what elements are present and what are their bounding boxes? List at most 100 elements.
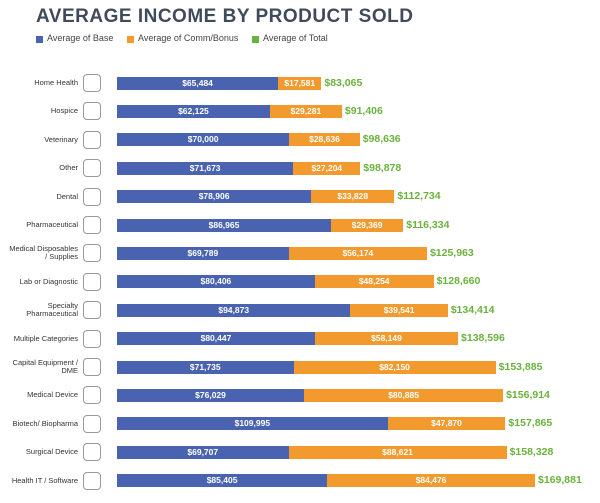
bar-segment [330, 218, 404, 232]
category-label: Specialty Pharmaceutical [26, 301, 78, 319]
legend-label: Average of Total [263, 33, 328, 43]
total-label: $138,596 [461, 332, 505, 345]
value-label: $58,149 [371, 333, 402, 344]
legend-swatch [36, 36, 43, 43]
total-label: $116,334 [406, 218, 450, 231]
category-label: Other [59, 163, 78, 173]
value-label: $82,150 [379, 361, 410, 372]
value-label: $17,581 [284, 77, 316, 88]
category-icon [83, 471, 101, 490]
bar-segment [117, 303, 351, 317]
total-label: $158,328 [509, 445, 554, 458]
legend-swatch [127, 36, 134, 43]
bar-segment [117, 76, 279, 90]
bar-segment [387, 417, 506, 431]
total-label: $112,734 [397, 190, 441, 203]
value-label: $85,405 [206, 475, 238, 486]
value-label: $47,870 [431, 418, 462, 429]
category-icon [83, 329, 101, 348]
value-label: $71,673 [189, 162, 221, 173]
category-label: Hospice [50, 106, 78, 116]
bar-segment [117, 474, 328, 488]
category-label: Capital Equipment / DME [12, 358, 78, 375]
value-label: $76,029 [195, 389, 226, 400]
bar-segment [288, 445, 507, 459]
bar-segment [117, 218, 331, 232]
value-label: $69,789 [187, 247, 219, 258]
value-label: $48,254 [358, 276, 390, 287]
value-label: $27,204 [311, 162, 343, 173]
bar-segment [293, 161, 361, 175]
category-icon [83, 130, 101, 149]
bar-segment [278, 76, 322, 90]
value-label: $84,476 [415, 475, 447, 486]
total-label: $91,406 [344, 104, 383, 117]
total-label: $125,963 [429, 246, 474, 259]
total-label: $169,881 [538, 474, 582, 487]
bar-segment [117, 190, 312, 204]
bar-segment [117, 388, 305, 402]
bar-segment [293, 360, 496, 374]
legend-label: Average of Base [47, 33, 114, 43]
bar-segment [304, 388, 504, 402]
legend-label: Average of Comm/Bonus [138, 33, 239, 43]
bar-segment [117, 360, 294, 374]
category-label: Veterinary [44, 134, 78, 144]
total-label: $98,878 [363, 161, 402, 174]
category-label: Medical Disposables / Supplies [9, 244, 78, 262]
value-label: $70,000 [187, 134, 219, 145]
chart-title: AVERAGE INCOME BY PRODUCT SOLD [36, 6, 414, 27]
category-label: Lab or Diagnostic [19, 276, 78, 286]
total-label: $98,636 [362, 133, 401, 146]
bar-segment [311, 190, 395, 204]
bar-segment [117, 133, 290, 147]
category-label: Home Health [34, 78, 78, 87]
bar-segment [117, 445, 289, 459]
bar-segment [117, 275, 315, 289]
value-label: $109,995 [234, 418, 271, 429]
value-label: $80,447 [200, 333, 232, 344]
value-label: $62,125 [178, 105, 209, 116]
bar-segment [117, 332, 315, 346]
bar-segment [288, 246, 427, 260]
value-label: $86,965 [208, 219, 240, 230]
value-label: $71,735 [189, 361, 221, 372]
category-icon [83, 74, 101, 92]
category-icon [83, 301, 101, 320]
category-label: Medical Device [27, 390, 78, 400]
category-icon [83, 102, 101, 121]
bar-segment [314, 332, 459, 346]
total-label: $128,660 [436, 275, 481, 288]
bar-segment [314, 275, 434, 289]
category-label: Health IT / Software [11, 475, 78, 485]
value-label: $29,281 [290, 105, 322, 116]
value-label: $65,484 [182, 77, 213, 88]
category-icon [83, 414, 101, 433]
total-label: $83,065 [324, 76, 363, 89]
value-label: $80,406 [200, 276, 232, 287]
total-label: $153,885 [498, 360, 543, 373]
category-icon [83, 159, 101, 178]
category-icon [83, 244, 101, 263]
bar-segment [327, 474, 535, 488]
category-label: Surgical Device [25, 447, 78, 457]
category-label: Biotech/ Biopharma [12, 418, 78, 428]
legend-swatch [252, 36, 259, 43]
bar-segment [117, 246, 289, 260]
value-label: $78,906 [198, 191, 230, 202]
value-label: $80,885 [388, 389, 419, 400]
bar-segment [117, 417, 388, 431]
value-label: $29,369 [351, 219, 383, 230]
value-label: $69,707 [187, 446, 219, 457]
value-label: $56,174 [342, 247, 374, 258]
category-icon [83, 358, 101, 376]
category-label: Pharmaceutical [26, 220, 78, 229]
bar-segment [350, 303, 448, 317]
total-label: $157,865 [508, 417, 553, 430]
category-icon [83, 187, 101, 206]
category-label: Multiple Categories [13, 333, 78, 343]
category-icon [83, 443, 101, 462]
value-label: $33,828 [337, 191, 369, 202]
bar-segment [117, 104, 270, 118]
